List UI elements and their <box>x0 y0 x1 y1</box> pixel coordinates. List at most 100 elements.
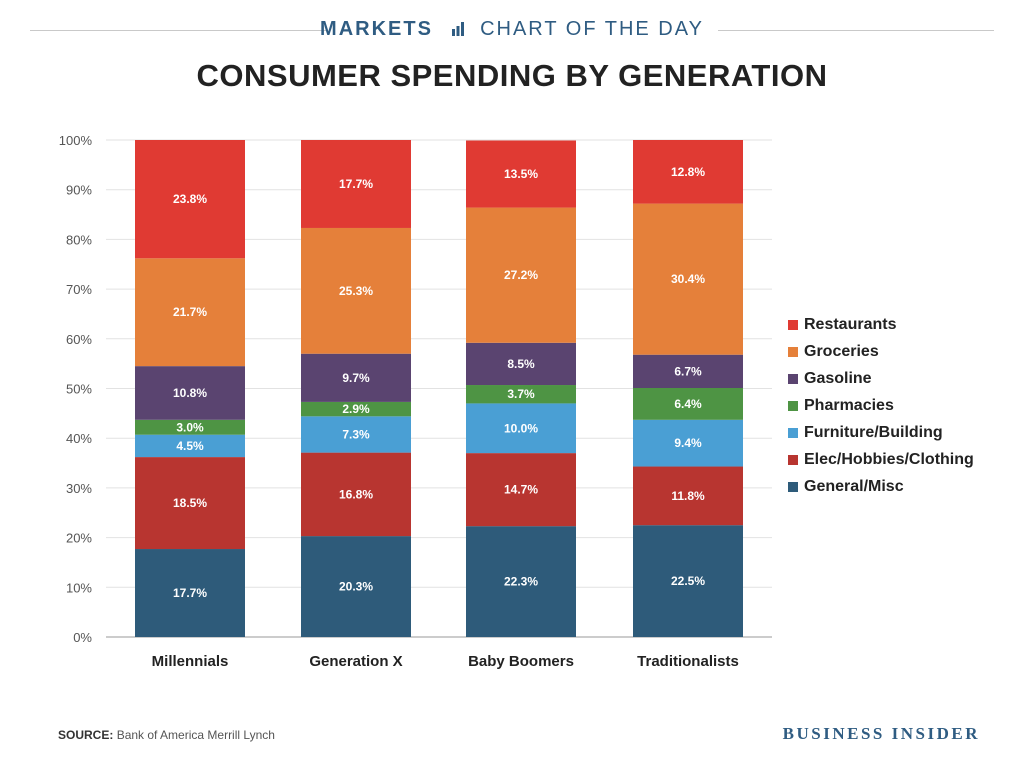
legend-item: General/Misc <box>788 473 974 500</box>
data-label: 30.4% <box>671 272 705 286</box>
legend-label: General/Misc <box>804 477 904 495</box>
bar-segment <box>301 140 411 228</box>
x-tick-label: Baby Boomers <box>468 653 574 670</box>
bar-segment <box>135 549 245 637</box>
bar-segment <box>633 354 743 389</box>
data-label: 17.7% <box>173 586 207 600</box>
legend-label: Gasoline <box>804 369 872 387</box>
chart-kicker: MARKETS CHART OF THE DAY <box>0 14 1024 48</box>
legend-label: Elec/Hobbies/Clothing <box>804 450 974 468</box>
y-tick-label: 40% <box>66 431 92 446</box>
bar-segment <box>135 457 245 550</box>
bar-segment <box>633 525 743 637</box>
bar-segment <box>301 227 411 354</box>
source-note: SOURCE: Bank of America Merrill Lynch <box>58 728 275 742</box>
data-label: 9.4% <box>674 436 702 450</box>
kicker-markets: MARKETS <box>320 18 433 40</box>
data-label: 3.7% <box>507 387 535 401</box>
bar-segment <box>135 434 245 458</box>
data-label: 6.4% <box>674 397 702 411</box>
bar-segment <box>633 203 743 355</box>
legend-swatch <box>788 427 798 438</box>
data-label: 18.5% <box>173 496 207 510</box>
legend-item: Groceries <box>788 338 974 365</box>
kicker-rule-right <box>718 30 994 31</box>
bar-segment <box>135 419 245 435</box>
legend-label: Restaurants <box>804 315 897 333</box>
bar-segment <box>301 536 411 637</box>
legend-label: Pharmacies <box>804 396 894 414</box>
data-label: 7.3% <box>342 427 370 441</box>
source-label: SOURCE: <box>58 728 114 742</box>
legend-swatch <box>788 454 798 465</box>
bar-segment <box>466 453 576 527</box>
data-label: 27.2% <box>504 268 538 282</box>
kicker-text: MARKETS CHART OF THE DAY <box>0 18 1024 41</box>
data-label: 20.3% <box>339 580 373 594</box>
data-label: 12.8% <box>671 165 705 179</box>
data-label: 3.0% <box>176 420 204 434</box>
bar-segment <box>466 403 576 454</box>
data-label: 22.5% <box>671 574 705 588</box>
data-label: 13.5% <box>504 167 538 181</box>
bar-segment <box>633 419 743 467</box>
y-tick-label: 90% <box>66 183 92 198</box>
legend-item: Pharmacies <box>788 392 974 419</box>
legend-swatch <box>788 346 798 357</box>
legend-item: Restaurants <box>788 311 974 338</box>
y-tick-label: 20% <box>66 531 92 546</box>
data-label: 16.8% <box>339 487 373 501</box>
chart-legend: Restaurants Groceries Gasoline Pharmacies Fu… <box>788 311 974 500</box>
source-text: Bank of America Merrill Lynch <box>116 728 275 742</box>
legend-swatch <box>788 400 798 411</box>
legend-swatch <box>788 373 798 384</box>
kicker-rule-left <box>30 30 326 31</box>
x-tick-label: Traditionalists <box>637 653 739 670</box>
y-tick-label: 0% <box>73 630 92 645</box>
x-tick-label: Millennials <box>152 653 229 670</box>
x-tick-label: Generation X <box>309 653 402 670</box>
bar-segment <box>466 207 576 343</box>
chart-title: CONSUMER SPENDING BY GENERATION <box>196 58 828 93</box>
data-label: 4.5% <box>176 439 204 453</box>
y-tick-label: 100% <box>59 133 93 148</box>
y-tick-label: 60% <box>66 332 92 347</box>
bar-segment <box>466 342 576 386</box>
bar-segment <box>135 258 245 367</box>
bar-segment <box>301 353 411 402</box>
bar-segment <box>466 140 576 208</box>
data-label: 9.7% <box>342 371 370 385</box>
legend-item: Gasoline <box>788 365 974 392</box>
data-label: 22.3% <box>504 575 538 589</box>
business-insider-logo: BUSINESS INSIDER <box>782 724 980 743</box>
legend-label: Furniture/Building <box>804 423 943 441</box>
bar-segment <box>466 385 576 404</box>
data-label: 11.8% <box>671 489 705 503</box>
bar-segment <box>633 466 743 526</box>
data-label: 17.7% <box>339 177 373 191</box>
bar-segment <box>135 140 245 259</box>
bar-segment <box>466 526 576 637</box>
bar-segment <box>301 416 411 453</box>
data-label: 8.5% <box>507 357 535 371</box>
y-tick-label: 80% <box>66 232 92 247</box>
data-label: 2.9% <box>342 402 370 416</box>
y-tick-label: 10% <box>66 580 92 595</box>
bar-segment <box>633 388 743 420</box>
data-label: 6.7% <box>674 364 702 378</box>
bar-chart-icon <box>451 22 464 36</box>
y-tick-label: 30% <box>66 481 92 496</box>
legend-label: Groceries <box>804 342 879 360</box>
legend-item: Elec/Hobbies/Clothing <box>788 446 974 473</box>
legend-item: Furniture/Building <box>788 419 974 446</box>
data-label: 10.0% <box>504 421 538 435</box>
bar-segment <box>301 401 411 417</box>
data-label: 14.7% <box>504 483 538 497</box>
kicker-chart-of-the-day: CHART OF THE DAY <box>480 18 704 40</box>
legend-swatch <box>788 319 798 330</box>
data-label: 10.8% <box>173 386 207 400</box>
data-label: 21.7% <box>173 305 207 319</box>
data-label: 25.3% <box>339 284 373 298</box>
bar-segment <box>301 452 411 537</box>
bar-segment <box>135 366 245 420</box>
